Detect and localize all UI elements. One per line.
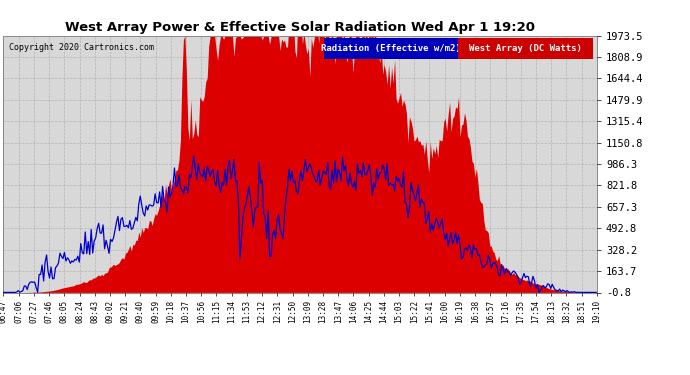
Text: Copyright 2020 Cartronics.com: Copyright 2020 Cartronics.com [10,44,155,52]
Text: Radiation (Effective w/m2): Radiation (Effective w/m2) [322,44,461,53]
Title: West Array Power & Effective Solar Radiation Wed Apr 1 19:20: West Array Power & Effective Solar Radia… [65,21,535,34]
Text: West Array (DC Watts): West Array (DC Watts) [469,44,582,53]
